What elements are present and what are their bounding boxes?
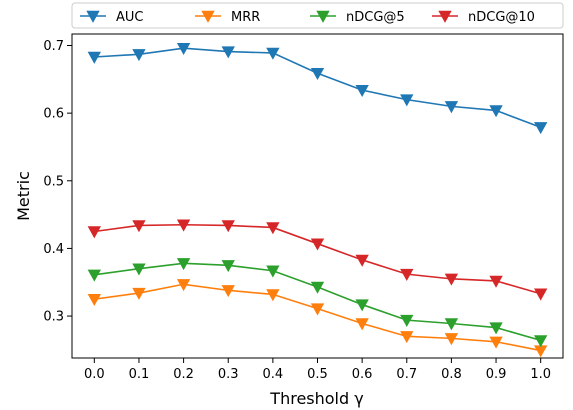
data-point xyxy=(132,220,146,233)
x-tick-label: 1.0 xyxy=(530,367,551,382)
legend-label: AUC xyxy=(116,10,144,25)
series-line xyxy=(94,283,541,352)
data-point xyxy=(310,68,325,81)
data-point xyxy=(534,345,548,358)
x-tick-label: 0.2 xyxy=(173,367,194,382)
data-point xyxy=(400,94,414,107)
series-auc xyxy=(87,43,548,135)
data-point xyxy=(87,293,101,306)
x-tick-label: 0.9 xyxy=(486,367,507,382)
series-line xyxy=(94,47,541,129)
series-ndcg-5 xyxy=(87,258,548,348)
data-point xyxy=(87,51,101,64)
legend: AUC MRR nDCG@5 nDCG@10 xyxy=(71,2,564,29)
legend-marker xyxy=(201,10,215,23)
data-point xyxy=(266,265,280,278)
data-point xyxy=(266,47,280,60)
y-tick-label: 0.7 xyxy=(43,39,64,54)
data-point xyxy=(444,101,459,114)
legend-marker xyxy=(86,10,100,23)
series-ndcg-10 xyxy=(87,219,548,301)
data-point xyxy=(444,318,459,331)
data-point xyxy=(310,238,325,251)
data-point xyxy=(221,46,235,59)
data-point xyxy=(176,219,191,232)
axes: 0.0 0.1 0.2 0.3 0.4 0.5 0.6 0.7 0.8 0.9 1.0 0.3 0.4 0… xyxy=(43,33,564,382)
x-tick-label: 0.5 xyxy=(307,367,328,382)
data-point xyxy=(400,268,414,281)
data-point xyxy=(310,281,325,294)
data-point xyxy=(489,105,503,118)
data-point xyxy=(221,285,235,298)
data-point xyxy=(176,279,191,292)
data-point xyxy=(132,49,146,62)
data-point xyxy=(87,226,101,239)
data-point xyxy=(221,220,235,233)
series-line xyxy=(94,262,541,342)
y-tick-label: 0.3 xyxy=(43,310,64,325)
data-point xyxy=(266,222,280,235)
data-point xyxy=(400,331,414,344)
data-point xyxy=(489,275,503,288)
legend-label: nDCG@10 xyxy=(468,10,535,25)
data-point xyxy=(87,269,101,282)
data-point xyxy=(534,122,548,135)
y-axis-label: Metric xyxy=(14,171,33,221)
series-mrr xyxy=(87,279,548,358)
x-tick-label: 0.1 xyxy=(129,367,150,382)
plot-area xyxy=(87,43,548,358)
data-point xyxy=(444,333,459,346)
data-point xyxy=(355,254,369,267)
data-point xyxy=(132,263,146,276)
legend-entry: AUC xyxy=(80,10,144,25)
data-point xyxy=(266,289,280,302)
y-tick-label: 0.4 xyxy=(43,242,64,257)
x-tick-label: 0.4 xyxy=(263,367,284,382)
data-point xyxy=(132,287,146,300)
data-point xyxy=(355,84,369,97)
data-point xyxy=(444,273,459,286)
y-tick-label: 0.6 xyxy=(43,107,64,122)
data-point xyxy=(355,318,369,331)
data-point xyxy=(310,303,325,316)
legend-marker xyxy=(316,10,330,23)
data-point xyxy=(176,43,191,56)
data-point xyxy=(489,322,503,335)
data-point xyxy=(489,336,503,349)
x-tick-label: 0.0 xyxy=(84,367,105,382)
data-point xyxy=(355,299,369,312)
legend-entry: nDCG@10 xyxy=(432,10,535,25)
legend-entry: MRR xyxy=(195,10,260,25)
legend-entry: nDCG@5 xyxy=(310,10,405,25)
data-point xyxy=(534,288,548,301)
x-tick-label: 0.7 xyxy=(396,367,417,382)
legend-label: nDCG@5 xyxy=(346,10,405,25)
legend-label: MRR xyxy=(231,10,260,25)
x-axis-label: Threshold γ xyxy=(269,389,363,408)
x-tick-label: 0.3 xyxy=(218,367,239,382)
data-point xyxy=(400,314,414,327)
data-point xyxy=(534,335,548,348)
x-tick-label: 0.8 xyxy=(441,367,462,382)
legend-marker xyxy=(438,10,452,23)
data-point xyxy=(221,260,235,273)
data-point xyxy=(176,258,191,271)
x-tick-label: 0.6 xyxy=(352,367,373,382)
y-tick-label: 0.5 xyxy=(43,174,64,189)
